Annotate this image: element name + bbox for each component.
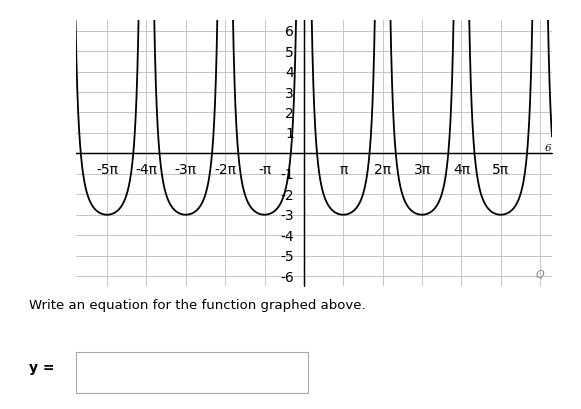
Text: Q: Q: [536, 270, 544, 280]
Text: Write an equation for the function graphed above.: Write an equation for the function graph…: [29, 299, 365, 312]
Text: 6: 6: [545, 144, 551, 153]
Text: y =: y =: [29, 361, 55, 375]
